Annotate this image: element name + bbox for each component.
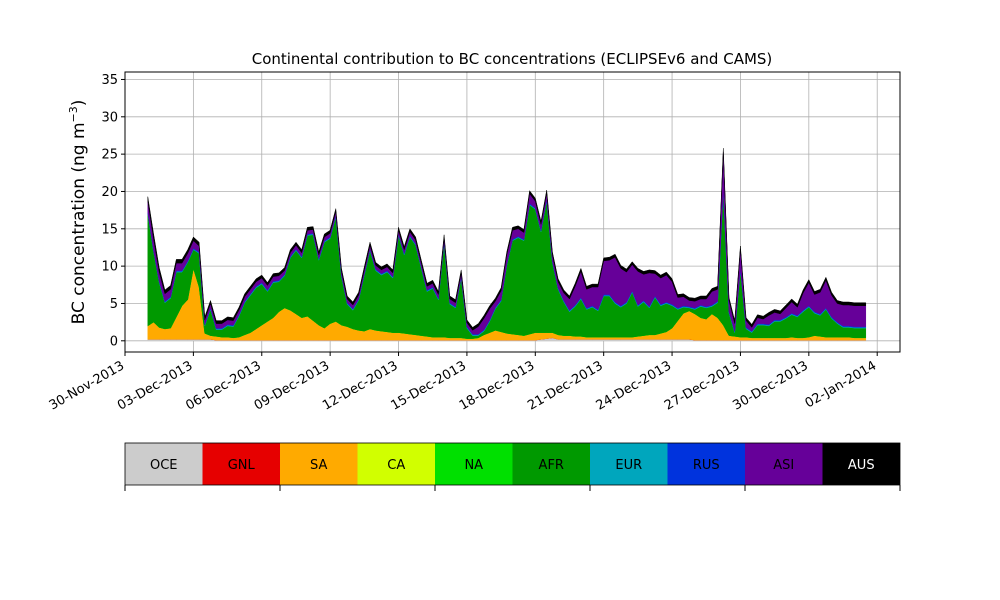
y-tick-label: 5	[110, 297, 118, 312]
x-tick-label: 12-Dec-2013	[320, 358, 400, 413]
legend-swatch-gnl	[202, 443, 280, 485]
legend-label-oce: OCE	[150, 458, 178, 473]
y-tick-label: 30	[101, 110, 118, 125]
x-tick-label: 09-Dec-2013	[252, 358, 332, 413]
y-tick-label: 20	[101, 185, 118, 200]
legend-label-gnl: GNL	[228, 458, 256, 473]
x-tick-label: 02-Jan-2014	[803, 358, 880, 411]
stacked-areas	[147, 148, 867, 342]
legend-swatch-eur	[590, 443, 668, 485]
y-tick-label: 25	[101, 148, 118, 163]
y-tick-label: 35	[101, 73, 118, 88]
legend-label-eur: EUR	[615, 458, 642, 473]
y-tick-label: 0	[110, 334, 118, 349]
legend-swatch-ca	[357, 443, 435, 485]
legend-label-na: NA	[464, 458, 483, 473]
x-tick-label: 03-Dec-2013	[115, 358, 195, 413]
x-tick-label: 21-Dec-2013	[525, 358, 605, 413]
legend-label-rus: RUS	[693, 458, 720, 473]
x-tick-label: 24-Dec-2013	[594, 358, 674, 413]
legend-label-afr: AFR	[539, 458, 564, 473]
color-legend: OCE GNL SA CA NA AFR EUR RUS ASI AUS	[124, 442, 901, 491]
chart-title: Continental contribution to BC concentra…	[252, 50, 773, 68]
grid-lines	[124, 72, 900, 352]
x-tick-label: 30-Nov-2013	[47, 358, 127, 413]
legend-label-aus: AUS	[848, 458, 875, 473]
y-axis: 0 5 10 15 20 25 30 35	[101, 73, 125, 349]
legend-label-asi: ASI	[773, 458, 794, 473]
legend-label-sa: SA	[310, 458, 327, 473]
x-tick-label: 18-Dec-2013	[457, 358, 537, 413]
y-axis-label: BC concentration (ng m−3)	[67, 100, 89, 325]
legend-swatch-na	[435, 443, 513, 485]
legend-swatch-sa	[280, 443, 358, 485]
area-aus	[147, 148, 867, 331]
legend-swatch-aus	[822, 443, 900, 485]
x-tick-label: 15-Dec-2013	[389, 358, 469, 413]
y-tick-label: 10	[101, 260, 118, 275]
x-tick-label: 06-Dec-2013	[183, 358, 263, 413]
x-tick-label: 27-Dec-2013	[662, 358, 742, 413]
legend-label-ca: CA	[387, 458, 405, 473]
legend-swatch-asi	[745, 443, 823, 485]
legend-swatch-afr	[512, 443, 590, 485]
plot-frame	[124, 71, 901, 353]
legend-frame	[124, 442, 901, 486]
legend-swatch-oce	[125, 443, 203, 485]
x-tick-label: 30-Dec-2013	[730, 358, 810, 413]
y-tick-label: 15	[101, 222, 118, 237]
legend-swatch-rus	[667, 443, 745, 485]
x-axis: 30-Nov-201303-Dec-201306-Dec-201309-Dec-…	[47, 352, 879, 414]
